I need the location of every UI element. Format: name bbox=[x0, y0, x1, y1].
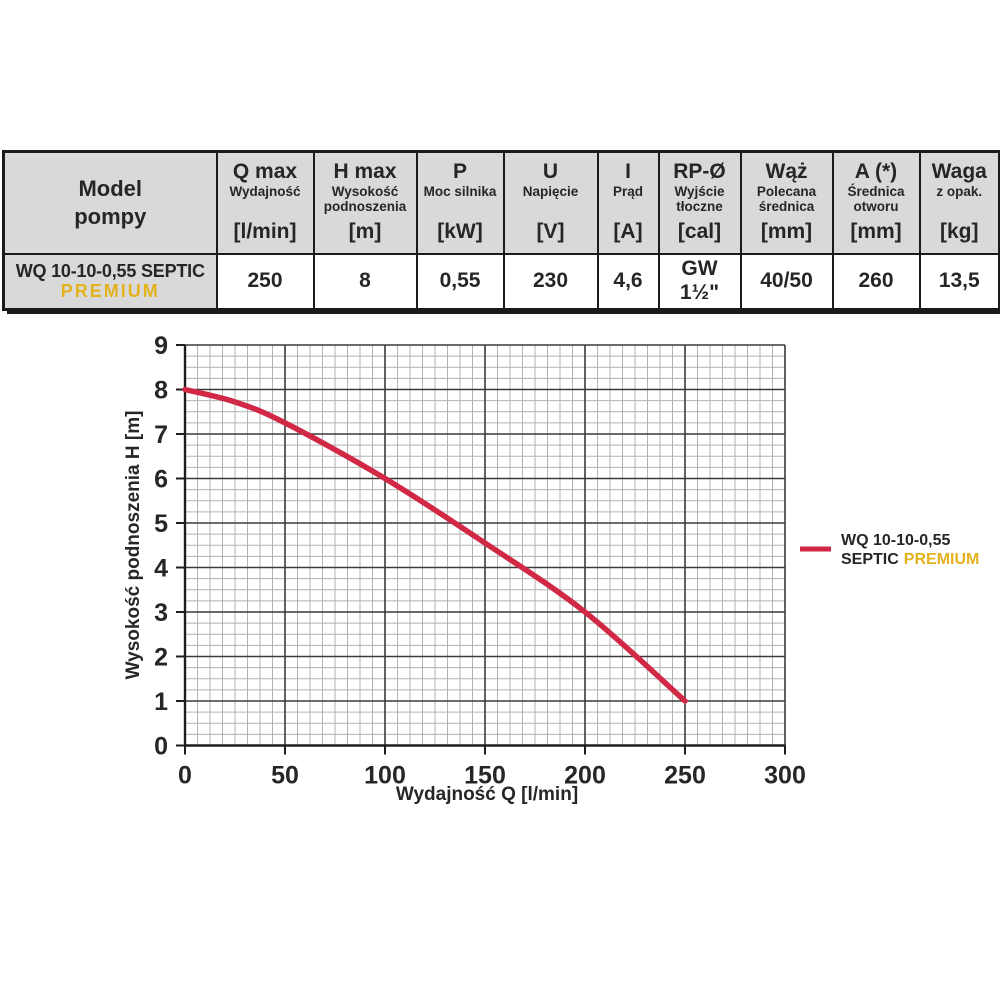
col-title-2: P bbox=[452, 159, 467, 183]
col-header-8: Waga z opak. [kg] bbox=[918, 150, 1000, 255]
col-subtitle-4: Prąd bbox=[612, 183, 643, 199]
col-value-4: 4,6 bbox=[596, 252, 660, 311]
col-header-wrap-2: P Moc silnika [kW] bbox=[418, 154, 503, 252]
col-value-5: GW 1½" bbox=[657, 252, 742, 311]
col-subtitle-2: Moc silnika bbox=[423, 183, 497, 199]
col-unit-5: [cal] bbox=[677, 219, 722, 243]
col-header-3: U Napięcie [V] bbox=[502, 150, 599, 255]
col-header-5: RP-Ø Wyjście tłoczne [cal] bbox=[657, 150, 742, 255]
svg-text:0: 0 bbox=[154, 733, 168, 761]
svg-text:250: 250 bbox=[664, 762, 706, 790]
col-header-wrap-1: H max Wysokość podnoszenia [m] bbox=[315, 154, 416, 252]
col-title-5: RP-Ø bbox=[673, 159, 726, 183]
col-header-7: A (*) Średnica otworu [mm] bbox=[831, 150, 921, 255]
chart-tick-labels: 0 50 100 150 200 250 300 0 1 2 3 4 5 6 7 8 9 bbox=[154, 332, 806, 790]
col-value-0: 250 bbox=[215, 252, 315, 311]
model-premium-label: PREMIUM bbox=[60, 281, 160, 302]
svg-text:8: 8 bbox=[154, 377, 168, 405]
svg-text:100: 100 bbox=[364, 762, 406, 790]
col-header-wrap-0: Q max Wydajność [l/min] bbox=[218, 154, 313, 252]
svg-text:3: 3 bbox=[154, 599, 168, 627]
x-axis-title: Wydajność Q [l/min] bbox=[396, 784, 578, 805]
legend-premium-label: PREMIUM bbox=[904, 551, 980, 568]
col-header-wrap-7: A (*) Średnica otworu [mm] bbox=[834, 154, 919, 252]
svg-text:200: 200 bbox=[564, 762, 606, 790]
spec-header-row: Model pompy Q max Wydajność [l/min] H max Wy… bbox=[2, 150, 1000, 255]
pump-curve-chart: 0 50 100 150 200 250 300 0 1 2 3 4 5 6 7 8 9 Wydajność Q… bbox=[123, 332, 979, 805]
model-header-line1: Model bbox=[78, 176, 143, 202]
col-title-1: H max bbox=[333, 159, 397, 183]
col-subtitle-7: Średnica otworu bbox=[847, 183, 905, 214]
col-header-wrap-6: Wąż Polecana średnica [mm] bbox=[742, 154, 832, 252]
model-name: WQ 10-10-0,55 SEPTIC bbox=[15, 260, 205, 281]
col-title-6: Wąż bbox=[765, 159, 808, 183]
col-value-2: 0,55 bbox=[415, 252, 505, 311]
svg-text:6: 6 bbox=[154, 466, 168, 494]
col-unit-3: [V] bbox=[536, 219, 565, 243]
col-value-7: 260 bbox=[831, 252, 921, 311]
model-header-cell: Model pompy bbox=[2, 150, 218, 255]
col-title-7: A (*) bbox=[854, 159, 898, 183]
col-unit-7: [mm] bbox=[850, 219, 902, 243]
svg-text:9: 9 bbox=[154, 332, 168, 360]
col-header-2: P Moc silnika [kW] bbox=[415, 150, 505, 255]
col-unit-6: [mm] bbox=[760, 219, 813, 243]
col-unit-8: [kg] bbox=[940, 219, 979, 243]
svg-text:1: 1 bbox=[154, 688, 168, 716]
col-subtitle-0: Wydajność bbox=[229, 183, 301, 199]
svg-text:0: 0 bbox=[178, 762, 192, 790]
col-header-4: I Prąd [A] bbox=[596, 150, 660, 255]
pump-spec-table: Model pompy Q max Wydajność [l/min] H max Wy… bbox=[2, 150, 1000, 311]
chart-legend: WQ 10-10-0,55 SEPTIC PREMIUM bbox=[800, 532, 979, 568]
col-title-0: Q max bbox=[232, 159, 298, 183]
col-unit-1: [m] bbox=[348, 219, 382, 243]
model-header-line2: pompy bbox=[74, 203, 147, 229]
col-subtitle-6: Polecana średnica bbox=[756, 183, 817, 214]
legend-septic-label: SEPTIC bbox=[841, 551, 899, 568]
col-header-wrap-5: RP-Ø Wyjście tłoczne [cal] bbox=[660, 154, 740, 252]
col-value-6: 40/50 bbox=[739, 252, 834, 311]
svg-text:2: 2 bbox=[154, 644, 168, 672]
col-unit-4: [A] bbox=[613, 219, 643, 243]
col-header-0: Q max Wydajność [l/min] bbox=[215, 150, 315, 255]
col-header-wrap-3: U Napięcie [V] bbox=[505, 154, 597, 252]
chart-axes bbox=[176, 344, 786, 755]
y-axis-title: Wysokość podnoszenia H [m] bbox=[123, 411, 144, 680]
svg-text:50: 50 bbox=[271, 762, 299, 790]
model-header-wrap: Model pompy bbox=[5, 154, 216, 252]
spec-value-row: WQ 10-10-0,55 SEPTIC PREMIUM 250 8 0,55 230… bbox=[2, 252, 1000, 311]
col-subtitle-5: Wyjście tłoczne bbox=[674, 183, 725, 214]
col-title-3: U bbox=[542, 159, 559, 183]
svg-text:150: 150 bbox=[464, 762, 506, 790]
col-header-1: H max Wysokość podnoszenia [m] bbox=[312, 150, 418, 255]
model-value-cell: WQ 10-10-0,55 SEPTIC PREMIUM bbox=[2, 252, 218, 311]
svg-text:300: 300 bbox=[764, 762, 806, 790]
col-value-3: 230 bbox=[502, 252, 599, 311]
svg-text:5: 5 bbox=[154, 510, 168, 538]
col-value-8: 13,5 bbox=[918, 252, 1000, 311]
legend-model-line2: SEPTIC PREMIUM bbox=[841, 551, 979, 568]
col-value-1: 8 bbox=[312, 252, 418, 311]
col-title-8: Waga bbox=[931, 159, 987, 183]
svg-text:4: 4 bbox=[154, 555, 168, 583]
model-value-wrap: WQ 10-10-0,55 SEPTIC PREMIUM bbox=[5, 261, 216, 302]
pump-performance-curve bbox=[182, 386, 688, 704]
curve-series-0 bbox=[182, 386, 688, 704]
col-header-wrap-4: I Prąd [A] bbox=[599, 154, 658, 252]
col-subtitle-1: Wysokość podnoszenia bbox=[323, 183, 407, 214]
col-header-wrap-8: Waga z opak. [kg] bbox=[921, 154, 999, 252]
col-subtitle-3: Napięcie bbox=[522, 183, 579, 199]
col-unit-0: [l/min] bbox=[233, 219, 297, 243]
svg-text:7: 7 bbox=[154, 421, 168, 449]
col-header-6: Wąż Polecana średnica [mm] bbox=[739, 150, 834, 255]
col-subtitle-8: z opak. bbox=[936, 183, 983, 199]
col-unit-2: [kW] bbox=[437, 219, 483, 243]
col-title-4: I bbox=[625, 159, 631, 183]
legend-model-line1: WQ 10-10-0,55 bbox=[841, 532, 950, 549]
